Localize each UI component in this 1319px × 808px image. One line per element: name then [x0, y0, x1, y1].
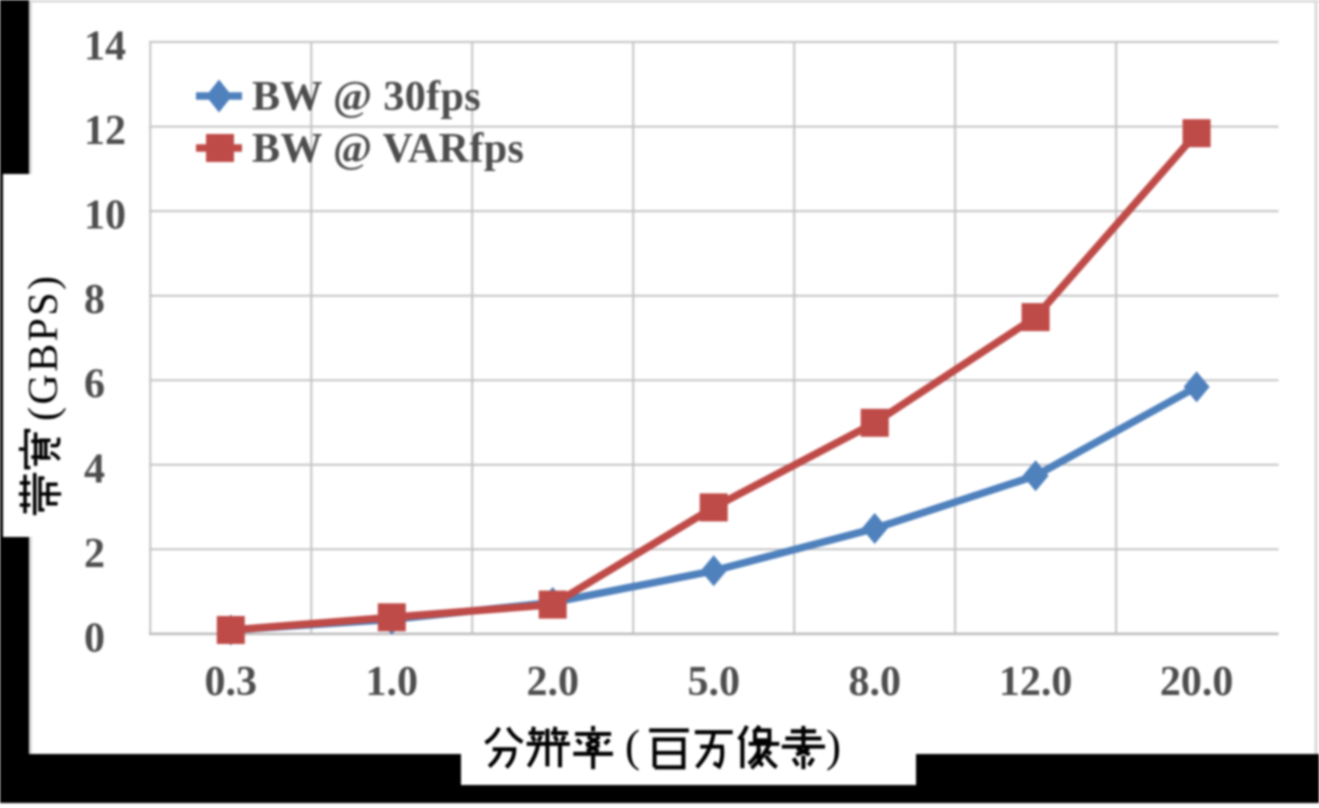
svg-text:(: ( — [625, 721, 640, 771]
svg-text:20.0: 20.0 — [1160, 659, 1234, 705]
svg-text:8.0: 8.0 — [848, 659, 901, 705]
svg-text:0: 0 — [84, 615, 105, 661]
svg-text:BW @ 30fps: BW @ 30fps — [252, 74, 481, 120]
svg-text:12: 12 — [84, 108, 126, 154]
svg-text:5.0: 5.0 — [687, 659, 740, 705]
svg-text:1.0: 1.0 — [366, 659, 419, 705]
svg-text:0.3: 0.3 — [205, 659, 258, 705]
svg-text:2.0: 2.0 — [526, 659, 579, 705]
svg-text:6: 6 — [84, 362, 105, 408]
svg-text:2: 2 — [84, 531, 105, 577]
svg-text:(GBPS): (GBPS) — [21, 274, 67, 421]
svg-text:10: 10 — [84, 193, 126, 239]
svg-text:): ) — [826, 721, 841, 771]
svg-text:12.0: 12.0 — [999, 659, 1073, 705]
svg-text:BW @ VARfps: BW @ VARfps — [252, 126, 524, 172]
svg-text:8: 8 — [84, 277, 105, 323]
svg-text:4: 4 — [84, 446, 105, 492]
svg-text:14: 14 — [84, 24, 126, 70]
